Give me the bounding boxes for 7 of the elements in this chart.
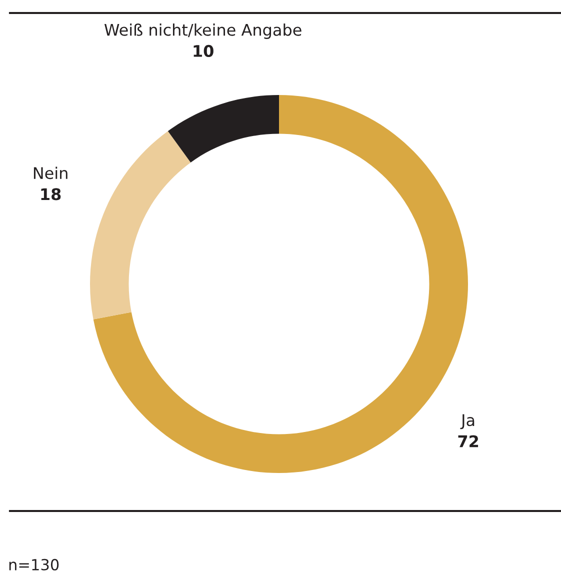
text: n=130 — [9, 558, 59, 570]
slice-label: Weiß nicht/keine Angabe — [104, 24, 302, 39]
data-label: 10 — [194, 44, 214, 58]
slice-label: Nein — [34, 166, 68, 180]
data-label: 72 — [458, 435, 478, 448]
slice-label: Ja — [460, 414, 474, 430]
data-label: 18 — [41, 188, 61, 200]
